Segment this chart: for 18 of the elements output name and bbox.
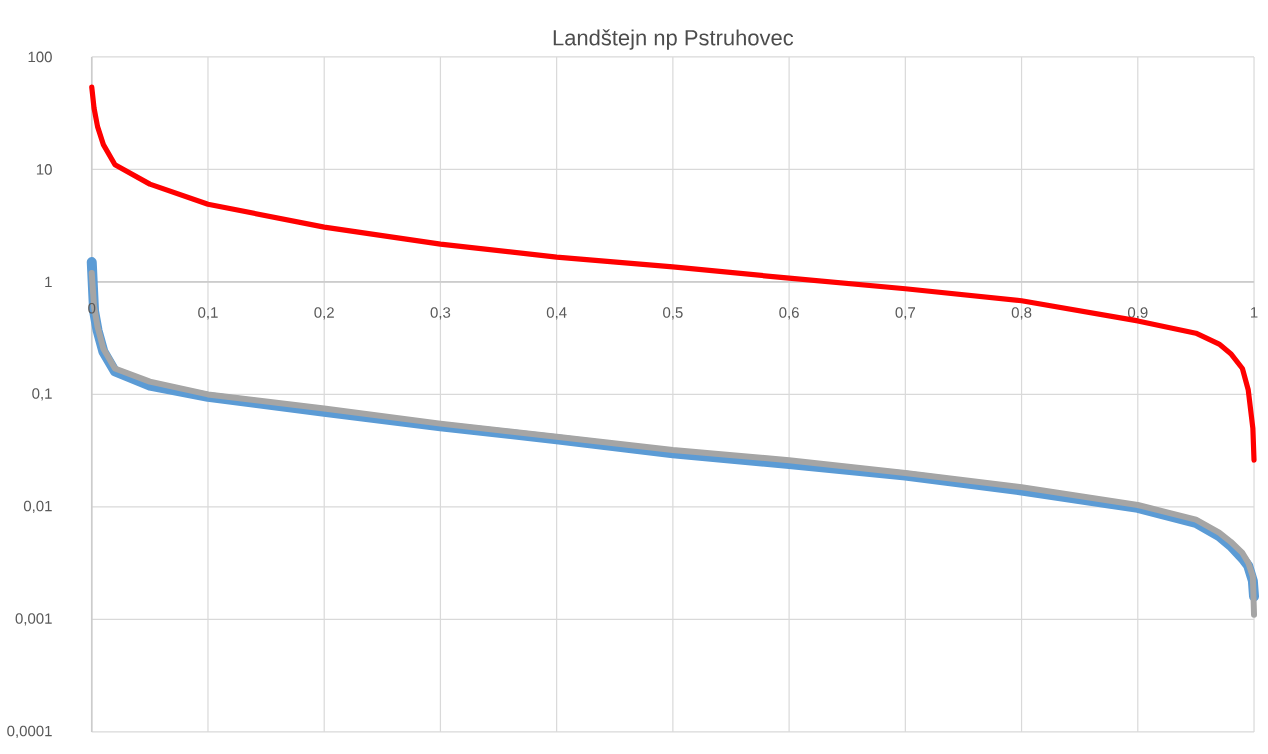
y-tick-label: 0,1 [32,388,52,401]
y-tick-label: 10 [36,164,52,175]
y-tick-label: 0,001 [15,613,52,626]
x-tick-label: 0,3 [430,307,451,320]
x-tick-label: 0,5 [663,307,683,320]
x-tick-label: 0,1 [198,307,218,320]
y-tick-label: 100 [28,51,52,63]
x-tick-label: 0,7 [895,307,915,320]
x-tick-label: 0,9 [1127,307,1148,320]
x-tick-label: 0,2 [314,307,334,320]
y-tick-label: 0,01 [23,500,52,514]
y-tick-label: 0,0001 [7,725,52,739]
chart-title: Landštejn np Pstruhovec [553,29,794,50]
x-tick-label: 0,8 [1011,307,1032,320]
y-tick-label: 1 [45,276,52,288]
x-tick-label: 0,6 [779,307,799,320]
x-tick-label: 1 [1250,307,1258,318]
x-tick-label: 0,4 [546,307,567,320]
